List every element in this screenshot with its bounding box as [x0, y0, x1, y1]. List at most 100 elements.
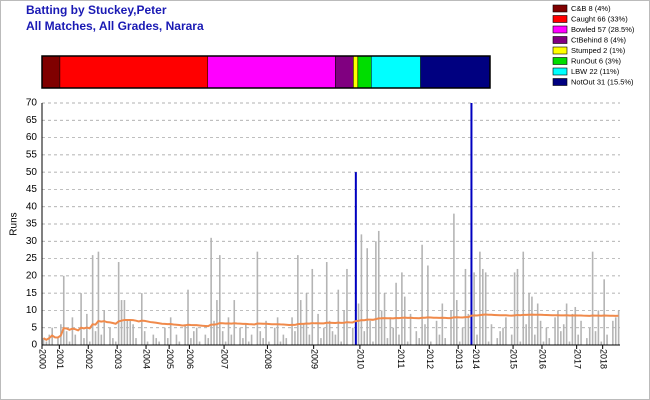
bar [308, 334, 311, 345]
bar [265, 320, 267, 345]
bar [603, 279, 605, 345]
x-tick-label: 2001 [55, 349, 65, 369]
bar [418, 338, 421, 345]
bar [42, 338, 45, 345]
bar [279, 341, 282, 345]
bar [207, 338, 210, 345]
bar [299, 300, 302, 345]
bar [476, 334, 478, 345]
bar [557, 310, 559, 345]
y-tick-label: 60 [26, 132, 38, 143]
bar [531, 296, 533, 345]
bar [86, 313, 88, 345]
legend-swatch [552, 4, 568, 13]
bar [528, 293, 530, 345]
y-tick-label: 15 [26, 288, 38, 299]
bar [406, 341, 409, 345]
x-tick-label: 2007 [220, 349, 230, 369]
legend-swatch [552, 67, 568, 76]
bar [155, 338, 158, 345]
bar [363, 331, 366, 345]
legend-label: LBW 22 (11%) [571, 67, 620, 76]
y-tick-label: 25 [26, 253, 38, 264]
bar [441, 303, 444, 345]
bar [302, 324, 305, 345]
x-tick-label: 2011 [396, 349, 406, 368]
bar [132, 324, 134, 345]
bar [158, 341, 160, 345]
bar [597, 310, 600, 345]
bar [297, 255, 299, 345]
bar [444, 338, 447, 345]
legend-label: C&B 8 (4%) [571, 4, 611, 13]
bar [536, 303, 539, 345]
bar [606, 334, 608, 345]
bar [377, 230, 380, 345]
dismissal-segment [335, 55, 354, 89]
bar [83, 338, 85, 345]
bar [534, 334, 536, 345]
bar [143, 331, 146, 345]
bar [427, 265, 429, 345]
x-tick-label: 2010 [356, 349, 366, 369]
bar [256, 251, 259, 345]
bar [574, 306, 577, 345]
bar [227, 317, 230, 345]
strip-border [41, 55, 491, 89]
x-tick-label: 2018 [598, 349, 608, 369]
bar [311, 268, 314, 345]
bar [499, 331, 501, 345]
bar [568, 341, 571, 345]
bar [510, 334, 513, 345]
bar [88, 341, 91, 345]
bar [190, 338, 192, 345]
bar [57, 338, 59, 345]
bar [617, 310, 620, 345]
legend-label: CtBehind 8 (4%) [571, 35, 627, 44]
bar [386, 338, 389, 345]
dismissal-segment [207, 55, 336, 89]
bar [366, 248, 368, 345]
bar [294, 331, 296, 345]
bar [112, 338, 114, 345]
bar [198, 341, 201, 345]
chart-subtitle: All Matches, All Grades, Narara [26, 19, 204, 33]
y-tick-label: 20 [26, 270, 38, 281]
y-tick-label: 30 [26, 236, 38, 247]
y-tick-label: 5 [31, 322, 37, 333]
x-tick-label: 2009 [309, 349, 319, 369]
bar [213, 320, 215, 345]
bar [458, 341, 461, 345]
bar [62, 275, 65, 345]
bar [554, 317, 556, 345]
bar [230, 334, 233, 345]
bar [464, 268, 467, 345]
bar [438, 334, 441, 345]
bar [146, 341, 149, 345]
bar [513, 272, 516, 345]
bar [612, 320, 614, 345]
dismissal-segment [59, 55, 209, 89]
bar [247, 341, 250, 345]
bar [250, 334, 253, 345]
bar [545, 327, 548, 345]
legend-swatch [552, 57, 568, 65]
x-tick-label: 2003 [113, 349, 123, 369]
bar [571, 313, 574, 345]
bar [389, 317, 392, 345]
bar [140, 293, 143, 345]
legend-label: RunOut 6 (3%) [571, 56, 622, 65]
bar [505, 317, 507, 345]
bar [259, 331, 262, 345]
bar [273, 327, 276, 345]
bar [193, 331, 195, 345]
legend-swatch [552, 46, 568, 55]
average-line [42, 313, 619, 341]
chart-title: Batting by Stuckey,Peter [26, 3, 167, 17]
bar [453, 213, 455, 345]
bar [320, 338, 322, 345]
y-tick-label: 40 [26, 201, 38, 212]
bar [291, 317, 293, 345]
y-tick-label: 50 [26, 167, 38, 178]
bar [360, 234, 363, 345]
